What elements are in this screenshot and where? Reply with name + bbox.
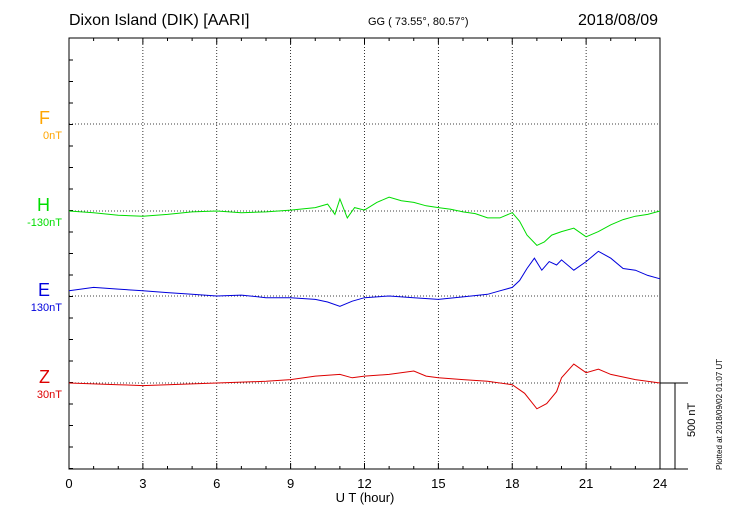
chart-date: 2018/08/09 [578, 12, 659, 29]
scale-bar [660, 382, 688, 470]
channel-label-f: F [39, 108, 50, 128]
x-tick-label: 3 [139, 476, 147, 491]
x-tick-label: 15 [431, 476, 446, 491]
x-tick-label: 24 [652, 476, 668, 491]
channel-baseline-e: 130nT [30, 302, 62, 314]
channel-baseline-h: -130nT [27, 217, 62, 229]
station-coordinates: GG ( 73.55°, 80.57°) [368, 16, 469, 28]
x-tick-label: 21 [578, 476, 594, 491]
grid [69, 38, 660, 469]
channel-baseline-z: 30nT [36, 389, 62, 401]
x-tick-label: 9 [287, 476, 295, 491]
channel-label-e: E [37, 280, 50, 300]
channel-baseline-f: 0nT [43, 130, 62, 142]
x-ticks [68, 38, 661, 469]
station-name: Dixon Island (DIK) [AARI] [69, 12, 250, 29]
scale-bar-label: 500 nT [686, 402, 698, 437]
channel-label-z: Z [39, 367, 50, 387]
trace-h [68, 196, 661, 247]
traces [68, 196, 661, 410]
channel-label-h: H [37, 195, 50, 215]
x-tick-label: 6 [213, 476, 221, 491]
x-tick-label: 18 [505, 476, 520, 491]
trace-z [68, 363, 661, 410]
plotted-timestamp: Plotted at 2018/09/02 01:07 UT [715, 358, 724, 470]
x-axis-label: U T (hour) [335, 490, 395, 505]
trace-e [68, 250, 661, 307]
x-tick-label: 0 [65, 476, 73, 491]
x-tick-label: 12 [357, 476, 372, 491]
